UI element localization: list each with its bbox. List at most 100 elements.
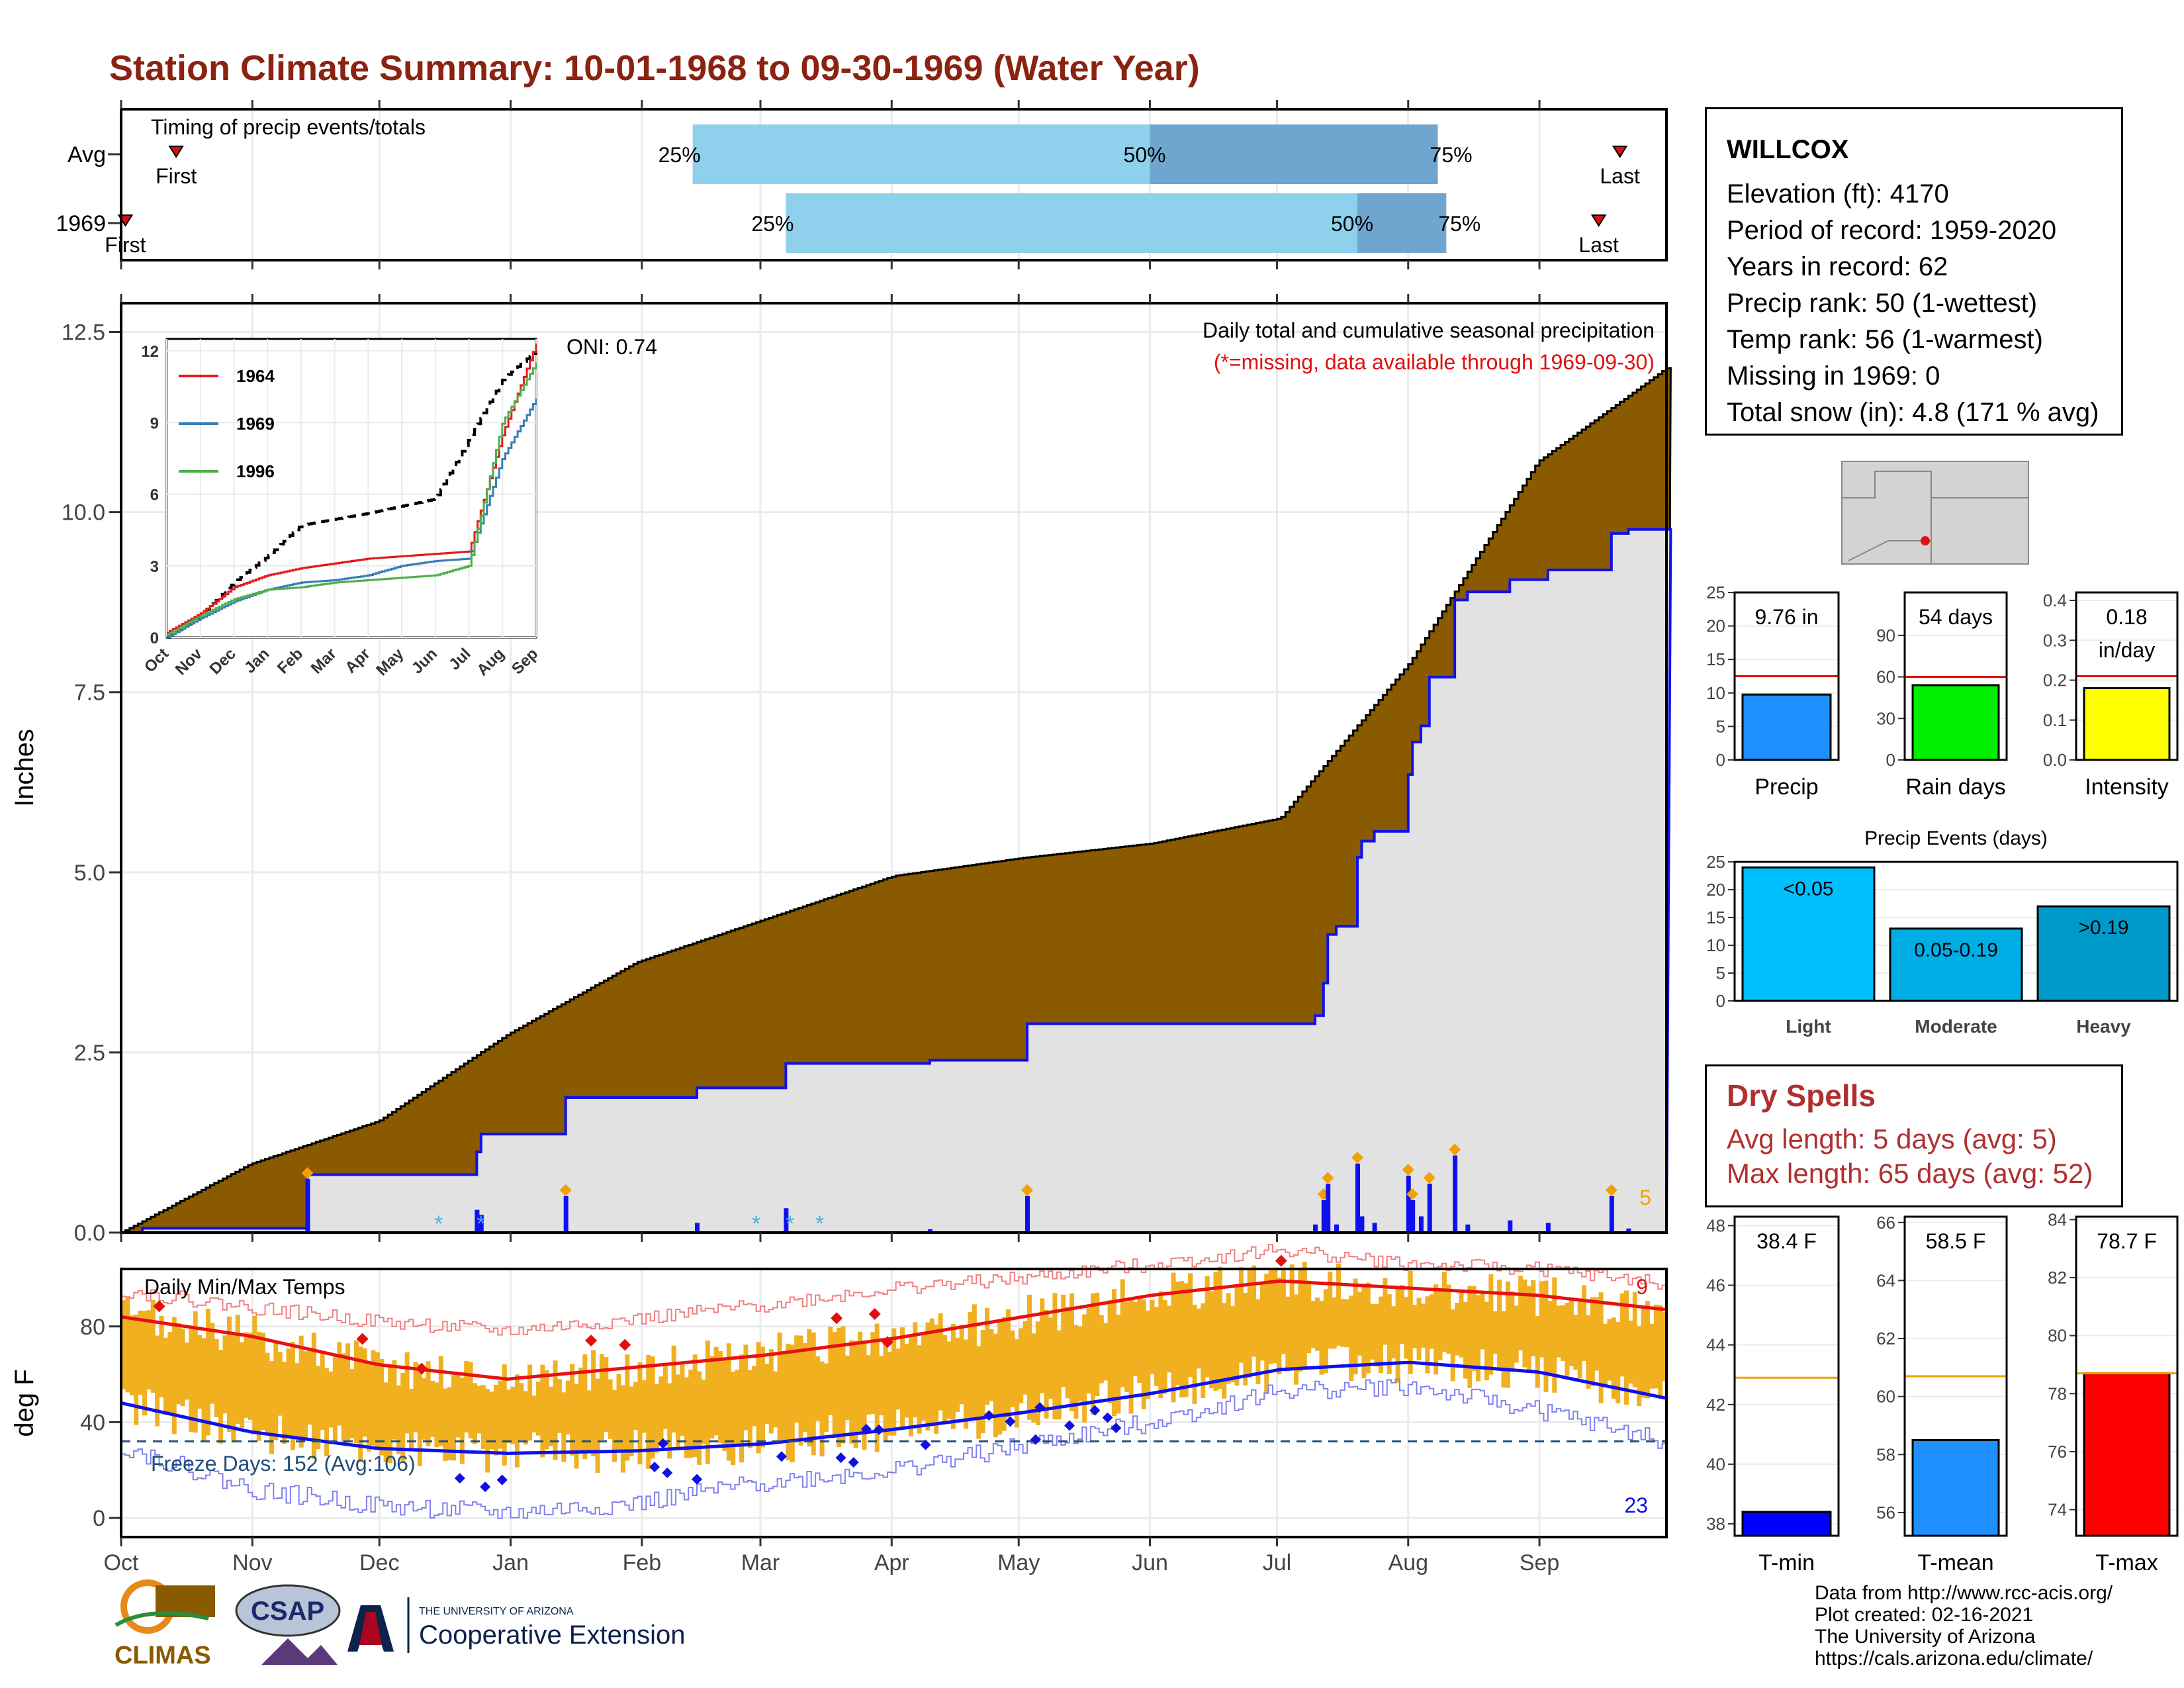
record-low-marker (776, 1451, 787, 1462)
raindays-metric-label: Rain days (1905, 774, 2005, 800)
daily-temp-bar (523, 1391, 528, 1445)
daily-temp-bar (455, 1372, 461, 1438)
daily-temp-bar (781, 1351, 786, 1442)
daily-temp-bar (1099, 1315, 1104, 1383)
station-years: Years in record: 62 (1727, 252, 1948, 281)
daily-precip-bar (1465, 1224, 1471, 1233)
daily-temp-bar (1010, 1331, 1015, 1407)
daily-temp-bar (798, 1335, 803, 1446)
record-high-marker (416, 1362, 428, 1375)
daily-precip-bar (1508, 1220, 1513, 1233)
daily-temp-bar (752, 1366, 757, 1427)
daily-temp-bar (1323, 1289, 1328, 1374)
daily-temp-bar (337, 1342, 342, 1426)
record-high-marker (153, 1300, 165, 1313)
daily-temp-bar (874, 1323, 880, 1452)
daily-temp-bar (858, 1331, 863, 1432)
tmean-metric-ytick-label: 66 (1876, 1213, 1895, 1233)
daily-temp-bar (743, 1344, 749, 1430)
month-label-Apr: Apr (874, 1550, 909, 1575)
daily-temp-bar (1048, 1317, 1053, 1399)
record-high-marker (356, 1333, 369, 1345)
daily-temp-bar (138, 1310, 143, 1395)
daily-temp-bar (1349, 1295, 1354, 1382)
daily-temp-bar (1107, 1300, 1113, 1403)
daily-temp-bar (667, 1383, 672, 1459)
avg-cumulative-area (121, 367, 1672, 1234)
dry-spells-title: Dry Spells (1727, 1078, 1876, 1113)
daily-temp-bar (1547, 1301, 1553, 1377)
daily-temp-bar (311, 1333, 316, 1459)
daily-temp-bar (1391, 1306, 1396, 1359)
daily-temp-bar (1298, 1270, 1303, 1372)
month-label-Jun: Jun (1132, 1550, 1168, 1575)
inset-ytick-label: 0 (150, 630, 159, 647)
raindays-metric-ytick-label: 60 (1876, 667, 1895, 687)
precip-panel-border (120, 302, 1668, 1234)
events-category-label: Heavy (2076, 1016, 2131, 1037)
tmin-metric-bg (1735, 1217, 1839, 1536)
daily-temp-bar (193, 1311, 198, 1433)
inset-legend-label: 1996 (236, 461, 275, 481)
precip-metric-ytick-label: 25 (1706, 583, 1725, 602)
daily-temp-bar (676, 1374, 681, 1448)
daily-temp-bar (1137, 1295, 1142, 1383)
daily-temp-bar (1374, 1303, 1379, 1367)
daily-temp-bar (989, 1329, 994, 1401)
daily-temp-bar (1192, 1304, 1197, 1404)
daily-precip-bar (1321, 1199, 1326, 1233)
daily-temp-bar (1641, 1305, 1646, 1398)
daily-temp-bar (1455, 1303, 1460, 1356)
daily-temp-bar (324, 1368, 330, 1457)
daily-temp-bar (701, 1380, 706, 1444)
daily-temp-bar (1213, 1272, 1218, 1391)
daily-temp-bar (226, 1316, 232, 1432)
daily-temp-bar (1607, 1319, 1612, 1381)
daily-temp-bar (1531, 1280, 1536, 1356)
daily-temp-bar (1162, 1299, 1167, 1394)
daily-temp-bar (688, 1370, 694, 1458)
precip-ylabel: Inches (10, 729, 39, 807)
daily-temp-bar (844, 1355, 850, 1421)
daily-temp-bar (1167, 1305, 1172, 1373)
daily-temp-bar (367, 1361, 372, 1452)
daily-temp-bar (184, 1342, 189, 1400)
daily-temp-bar (802, 1343, 807, 1432)
precip-metric-ytick-label: 0 (1716, 750, 1725, 770)
temp-ytick-label: 40 (80, 1410, 105, 1435)
month-label-Sep: Sep (1520, 1550, 1560, 1575)
daily-temp-bar (400, 1372, 406, 1462)
inset-line-1996 (167, 363, 537, 636)
daily-temp-bar (625, 1354, 630, 1461)
daily-precip-bar (1626, 1228, 1631, 1233)
daily-temp-bar (777, 1333, 782, 1441)
daily-temp-bar (273, 1342, 279, 1440)
daily-temp-bar (295, 1363, 300, 1439)
daily-temp-bar (684, 1377, 689, 1458)
daily-temp-bar (1175, 1282, 1180, 1385)
daily-temp-bar (298, 1335, 304, 1448)
daily-temp-bar (134, 1314, 139, 1425)
timing-first-marker (168, 146, 184, 158)
daily-temp-bar (222, 1335, 228, 1414)
daily-temp-bar (1425, 1296, 1430, 1374)
month-label-Dec: Dec (359, 1550, 399, 1575)
daily-temp-bar (1598, 1292, 1604, 1403)
climas-logo-text: CLIMAS (114, 1642, 211, 1669)
daily-temp-bar (972, 1304, 977, 1419)
year-cumulative-area (121, 528, 1672, 1234)
inset-bg (165, 338, 537, 639)
snow-marker: * (815, 1211, 824, 1237)
timing-last-label: Last (1578, 233, 1619, 257)
daily-temp-bar (959, 1325, 964, 1405)
daily-temp-bar (1412, 1305, 1418, 1348)
record-low-marker (1089, 1405, 1101, 1416)
daily-temp-bar (506, 1389, 512, 1443)
record-min-line (121, 1378, 1666, 1519)
temp-ytick-label: 0 (93, 1506, 105, 1531)
daily-temp-bar (1264, 1274, 1269, 1394)
daily-temp-bar (1357, 1291, 1362, 1356)
daily-temp-bar (578, 1367, 583, 1453)
daily-temp-bar (1310, 1301, 1316, 1348)
